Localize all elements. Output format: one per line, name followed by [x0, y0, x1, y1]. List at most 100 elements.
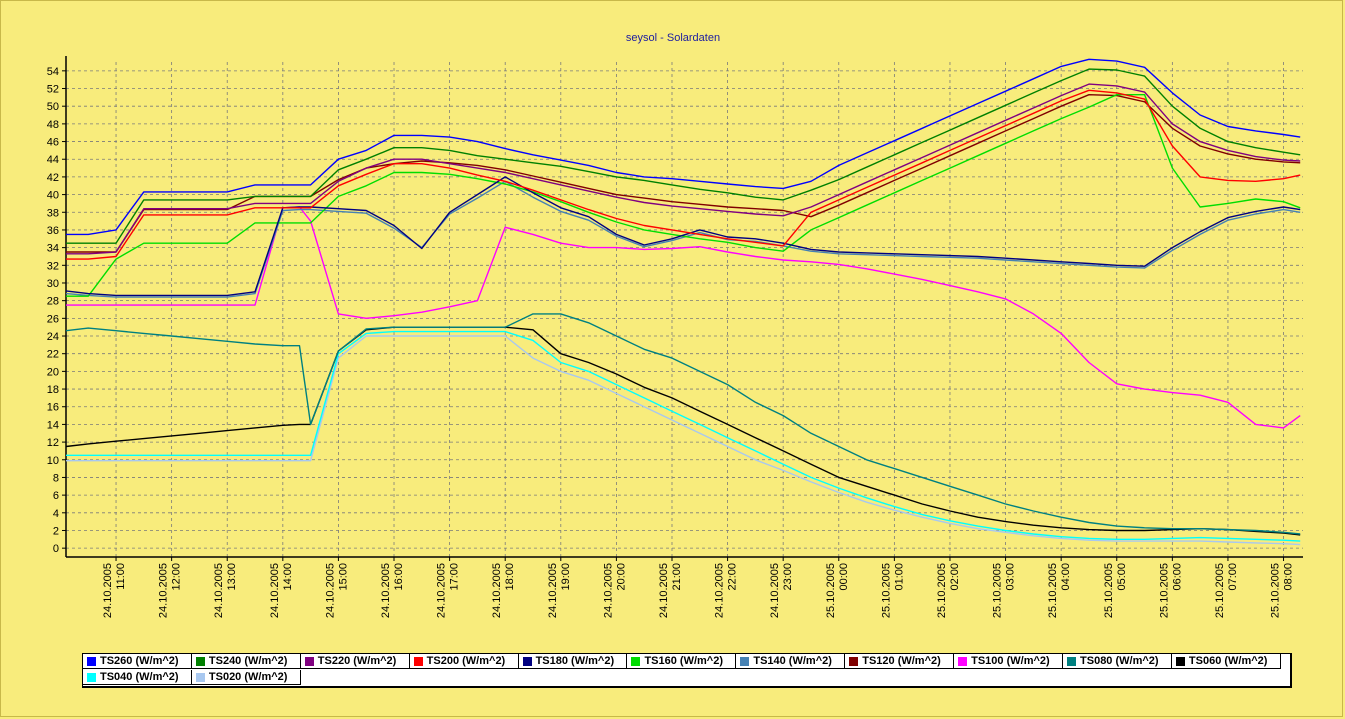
x-tick-label: 24.10.200518:00 [491, 563, 516, 618]
x-tick-time: 11:00 [115, 563, 127, 590]
x-tick-date: 25.10.2005 [1103, 563, 1115, 618]
x-axis-ticks: 24.10.200511:00 24.10.200512:00 24.10.2005… [102, 557, 1295, 618]
legend-empty-area [301, 670, 1289, 685]
series-line-ts260 [66, 58, 1301, 236]
y-axis-ticks: 0246810121416182022242628303234363840424… [47, 66, 66, 555]
x-tick-date: 24.10.2005 [658, 563, 670, 618]
y-tick-label: 12 [47, 437, 59, 449]
chart-title: seysol - Solardaten [626, 32, 720, 44]
x-tick-date: 24.10.2005 [158, 563, 170, 618]
legend-item-ts180: TS180 (W/m^2) [518, 654, 628, 669]
x-tick-time: 04:00 [1060, 563, 1072, 591]
y-tick-label: 14 [47, 419, 59, 431]
x-tick-time: 18:00 [504, 563, 516, 591]
x-tick-label: 25.10.200508:00 [1270, 563, 1295, 618]
y-tick-label: 46 [47, 137, 59, 149]
x-tick-label: 25.10.200500:00 [825, 563, 850, 618]
x-tick-label: 25.10.200504:00 [1047, 563, 1072, 618]
legend-swatch [740, 656, 750, 666]
y-tick-label: 18 [47, 384, 59, 396]
y-tick-label: 26 [47, 313, 59, 325]
series-line-ts080 [65, 313, 1301, 535]
x-tick-label: 25.10.200501:00 [880, 563, 905, 618]
x-tick-date: 24.10.2005 [102, 563, 114, 618]
x-tick-date: 24.10.2005 [602, 563, 614, 618]
legend-item-ts140: TS140 (W/m^2) [736, 654, 846, 669]
legend-swatch [1067, 656, 1077, 666]
x-tick-time: 07:00 [1227, 563, 1239, 591]
x-tick-time: 21:00 [671, 563, 683, 591]
y-tick-label: 44 [47, 154, 59, 166]
x-tick-date: 24.10.2005 [213, 563, 225, 618]
x-tick-time: 15:00 [337, 563, 349, 591]
y-tick-label: 10 [47, 455, 59, 467]
legend-item-ts080: TS080 (W/m^2) [1063, 654, 1172, 669]
x-tick-time: 06:00 [1171, 563, 1183, 591]
y-tick-label: 48 [47, 119, 59, 131]
legend-swatch [413, 656, 423, 666]
x-tick-label: 24.10.200513:00 [213, 563, 238, 618]
x-tick-time: 08:00 [1283, 563, 1295, 591]
x-tick-time: 13:00 [226, 563, 238, 591]
y-tick-label: 16 [47, 402, 59, 414]
x-tick-label: 25.10.200502:00 [936, 563, 961, 618]
x-tick-label: 24.10.200523:00 [769, 563, 794, 618]
series-line-ts240 [66, 68, 1301, 244]
legend-swatch [195, 656, 205, 666]
legend-label: TS120 (W/m^2) [862, 655, 941, 667]
x-tick-date: 24.10.2005 [269, 563, 281, 618]
legend-item-ts120: TS120 (W/m^2) [845, 654, 955, 669]
y-tick-label: 2 [53, 525, 59, 537]
x-tick-label: 24.10.200515:00 [324, 563, 349, 618]
x-tick-label: 24.10.200522:00 [714, 563, 739, 618]
legend-swatch [304, 656, 314, 666]
x-tick-label: 25.10.200506:00 [1158, 563, 1183, 618]
y-tick-label: 38 [47, 207, 59, 219]
y-tick-label: 8 [53, 472, 59, 484]
y-tick-label: 4 [53, 508, 59, 520]
legend-item-ts100: TS100 (W/m^2) [954, 654, 1064, 669]
series-line-ts180 [65, 176, 1301, 297]
series-line-ts220 [66, 83, 1301, 255]
legend-item-ts160: TS160 (W/m^2) [627, 654, 737, 669]
y-tick-label: 50 [47, 101, 59, 113]
legend-swatch [522, 656, 532, 666]
y-tick-label: 32 [47, 260, 59, 272]
x-tick-date: 25.10.2005 [1158, 563, 1170, 618]
legend-item-ts260: TS260 (W/m^2) [83, 654, 192, 669]
series-line-ts040 [66, 330, 1301, 542]
legend-item-ts060: TS060 (W/m^2) [1171, 654, 1281, 669]
legend-swatch [87, 672, 96, 682]
x-tick-time: 02:00 [949, 563, 961, 591]
y-tick-label: 30 [47, 278, 59, 290]
x-tick-label: 24.10.200516:00 [380, 563, 405, 618]
x-tick-date: 24.10.2005 [380, 563, 392, 618]
x-tick-label: 24.10.200511:00 [102, 563, 127, 618]
legend-swatch [1175, 656, 1185, 666]
x-tick-label: 24.10.200520:00 [602, 563, 627, 618]
legend-label: TS100 (W/m^2) [971, 655, 1050, 667]
x-tick-label: 25.10.200505:00 [1103, 563, 1128, 618]
series-line-ts020 [66, 335, 1301, 546]
legend: TS260 (W/m^2) TS240 (W/m^2) TS220 (W/m^2) T… [82, 653, 1292, 688]
y-tick-label: 0 [53, 543, 59, 555]
series-lines [65, 58, 1301, 546]
legend-label: TS160 (W/m^2) [644, 655, 724, 667]
y-tick-label: 40 [47, 190, 59, 202]
y-tick-label: 24 [47, 331, 59, 343]
x-tick-label: 25.10.200503:00 [992, 563, 1017, 618]
x-tick-date: 25.10.2005 [1214, 563, 1226, 618]
series-line-ts160 [66, 93, 1301, 297]
legend-label: TS020 (W/m^2) [208, 671, 288, 683]
axes [65, 56, 1303, 558]
y-tick-label: 36 [47, 225, 59, 237]
legend-label: TS080 (W/m^2) [1080, 655, 1159, 667]
legend-label: TS240 (W/m^2) [208, 655, 288, 667]
x-tick-time: 22:00 [727, 563, 739, 591]
x-tick-label: 24.10.200517:00 [436, 563, 461, 618]
y-tick-label: 34 [47, 243, 59, 255]
x-tick-date: 25.10.2005 [936, 563, 948, 618]
series-line-ts100 [66, 206, 1301, 429]
y-tick-label: 42 [47, 172, 59, 184]
